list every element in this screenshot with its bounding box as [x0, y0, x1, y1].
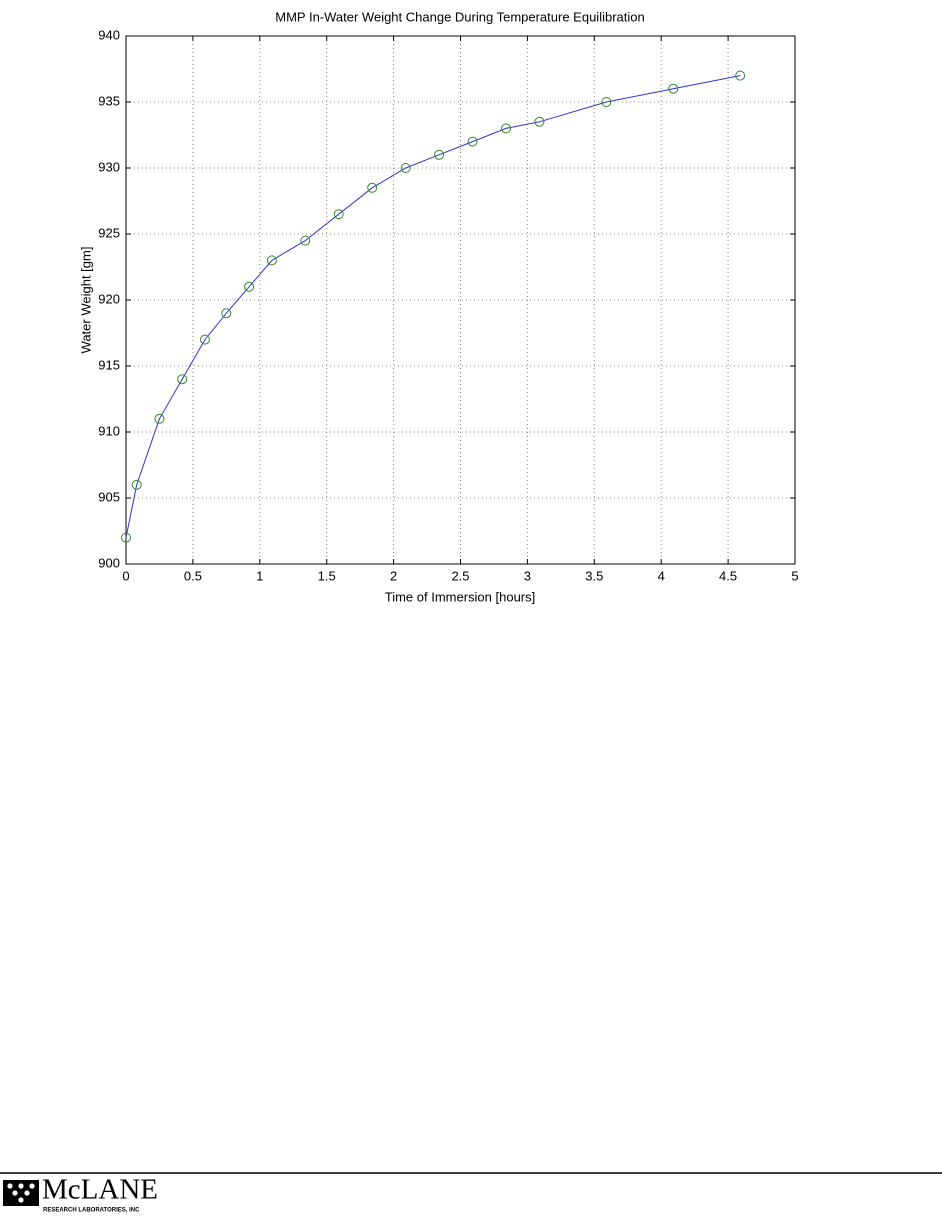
data-point [121, 532, 131, 543]
data-point [434, 149, 445, 160]
data-point [367, 182, 378, 193]
data-point [244, 281, 255, 292]
x-tick-label: 2.5 [451, 568, 469, 583]
footer-graphics: McLANE RESEARCH LABORATORIES, INC [0, 1172, 942, 1214]
data-point [199, 334, 210, 345]
data-point [735, 70, 746, 81]
data-line [125, 75, 741, 538]
y-axis-label: Water Weight [gm] [78, 247, 93, 354]
x-tick-label: 0.5 [184, 568, 202, 583]
data-point [300, 235, 311, 246]
chart-title: MMP In-Water Weight Change During Temper… [275, 9, 644, 24]
plot-frame [125, 35, 796, 565]
data-point [668, 83, 679, 94]
y-tick-label: 910 [98, 423, 120, 438]
x-axis-label: Time of Immersion [hours] [385, 589, 536, 604]
x-tick-label: 4 [658, 568, 665, 583]
data-point [266, 255, 277, 266]
x-tick-label: 5 [791, 568, 798, 583]
data-point [500, 123, 511, 134]
data-point [131, 479, 142, 490]
x-tick-label: 3.5 [585, 568, 603, 583]
logo-name: McLANE [42, 1174, 158, 1206]
x-tick-label: 0 [122, 568, 129, 583]
y-tick-label: 925 [98, 225, 120, 240]
data-point [154, 413, 165, 424]
footer: McLANE RESEARCH LABORATORIES, INC [0, 1172, 942, 1215]
y-tick-label: 900 [98, 555, 120, 570]
x-tick-label: 1.5 [318, 568, 336, 583]
y-tick-label: 935 [98, 93, 120, 108]
chart: MMP In-Water Weight Change During Temper… [78, 9, 798, 604]
data-point [534, 116, 545, 127]
data-point [177, 374, 188, 385]
logo-subtitle: RESEARCH LABORATORIES, INC [43, 1208, 140, 1214]
logo-icon [3, 1180, 39, 1206]
x-tick-label: 4.5 [719, 568, 737, 583]
data-point [601, 97, 612, 107]
data-point [333, 209, 344, 220]
x-tick-label: 3 [524, 568, 531, 583]
y-tick-label: 920 [98, 291, 120, 306]
data-point [400, 163, 411, 173]
x-tick-label: 2 [390, 568, 397, 583]
data-point [467, 136, 478, 147]
y-tick-label: 905 [98, 489, 120, 504]
x-tick-label: 1 [256, 568, 263, 583]
data-point [221, 308, 232, 319]
y-tick-label: 940 [98, 27, 120, 42]
y-tick-label: 930 [98, 159, 120, 174]
y-tick-label: 915 [98, 357, 120, 372]
